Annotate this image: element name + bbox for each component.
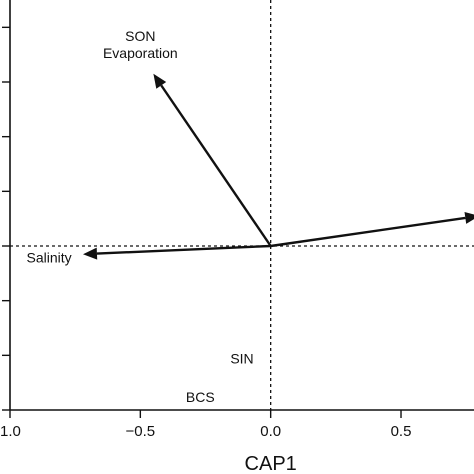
x-tick-label: −0.5 bbox=[126, 423, 156, 440]
vector-line bbox=[160, 84, 272, 247]
vector-arrowhead bbox=[83, 247, 98, 260]
zero-reference-lines bbox=[10, 0, 474, 410]
axes-layer: 1.0 −0.5 0.0 0.5 bbox=[0, 0, 474, 440]
vector-line bbox=[96, 244, 271, 255]
vector-label-line: Evaporation bbox=[103, 45, 178, 61]
x-tick-label: 0.5 bbox=[391, 423, 412, 440]
vectors-layer: SON Evaporation Salinity bbox=[27, 28, 474, 265]
vector-label-line: SON bbox=[125, 28, 155, 44]
vector-label: SON Evaporation bbox=[103, 28, 178, 61]
vector-label-line: Salinity bbox=[27, 249, 72, 265]
x-tick-label: 1.0 bbox=[0, 423, 21, 440]
x-tick-label: 0.0 bbox=[260, 423, 281, 440]
vector-arrowhead bbox=[464, 212, 474, 224]
vector-label: Salinity bbox=[27, 249, 72, 265]
x-axis-title: CAP1 bbox=[245, 453, 297, 474]
point-annotation: BCS bbox=[186, 389, 215, 405]
vector-line bbox=[270, 216, 466, 248]
annotations-layer: SIN BCS bbox=[186, 351, 254, 405]
point-annotation: SIN bbox=[230, 351, 253, 367]
vector-arrowhead bbox=[153, 73, 167, 89]
